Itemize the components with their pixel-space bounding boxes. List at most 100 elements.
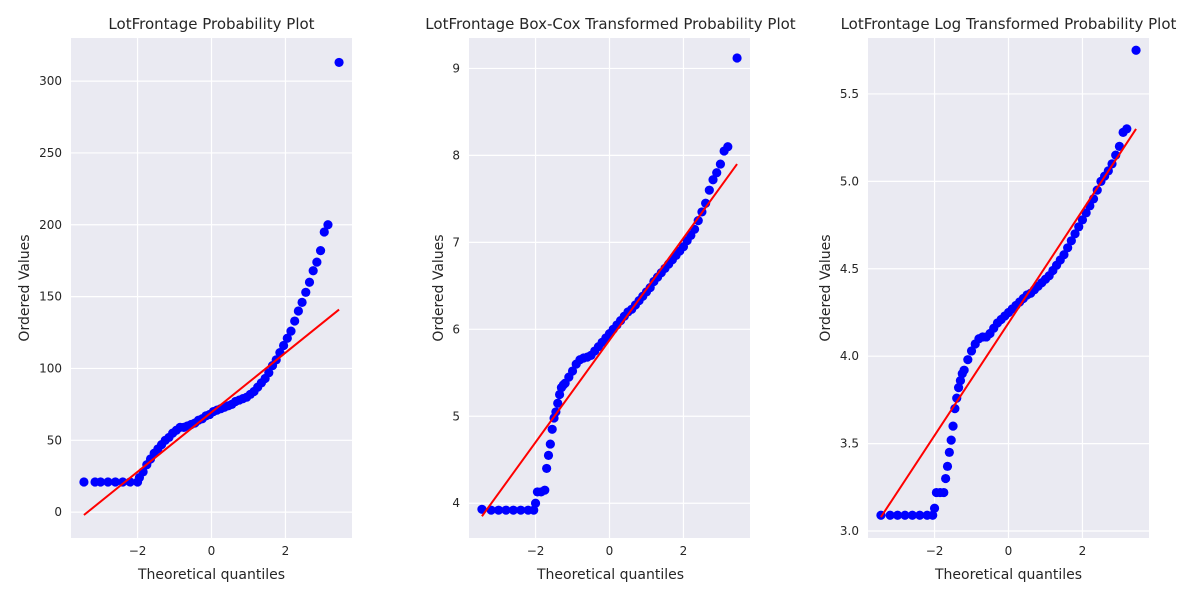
y-tick-label: 150 (39, 290, 62, 304)
data-point (963, 355, 973, 365)
panel-title: LotFrontage Box-Cox Transformed Probabil… (425, 15, 796, 33)
x-axis-label: Theoretical quantiles (934, 567, 1082, 583)
data-point (508, 505, 518, 515)
data-point (493, 505, 504, 515)
x-tick-label: −2 (926, 544, 944, 558)
panel-title: LotFrontage Log Transformed Probability … (841, 15, 1177, 33)
data-point (966, 346, 977, 356)
data-point (955, 376, 966, 386)
y-axis-label: Ordered Values (17, 234, 33, 341)
x-tick-label: 0 (208, 544, 216, 558)
y-tick-label: 200 (39, 218, 62, 232)
y-tick-label: 5.0 (840, 174, 859, 188)
data-point (1066, 236, 1076, 246)
data-point (516, 505, 526, 515)
data-point (543, 450, 554, 460)
data-point (103, 477, 113, 487)
data-point (1131, 45, 1141, 55)
panel-raw: −2 0 2 0 50 100 150 200 250 300 LotFrontage Proba… (17, 15, 352, 583)
data-point (892, 510, 903, 520)
y-tick-label: 8 (452, 148, 460, 162)
x-tick-label: −2 (129, 544, 147, 558)
data-point (1074, 222, 1084, 232)
data-point (293, 306, 303, 316)
x-axis-label: Theoretical quantiles (536, 567, 684, 583)
data-point (939, 487, 949, 498)
data-point (282, 333, 292, 343)
data-point (1070, 229, 1080, 239)
y-tick-label: 300 (39, 74, 62, 88)
x-axis-label: Theoretical quantiles (137, 567, 285, 583)
data-point (929, 503, 940, 513)
fit-line (83, 308, 340, 516)
data-point (290, 316, 300, 326)
data-point (946, 435, 956, 445)
data-point (319, 227, 329, 237)
panel-log: −2 0 2 3.0 3.5 4.0 4.5 5.0 5.5 LotFrontage Log T… (818, 15, 1177, 583)
y-tick-label: 250 (39, 146, 62, 160)
data-point (542, 463, 552, 474)
data-point (712, 168, 722, 178)
data-point (915, 510, 925, 520)
data-point (308, 266, 318, 276)
data-point (928, 510, 938, 520)
data-point (304, 277, 315, 287)
data-point (959, 365, 969, 375)
data-point (79, 477, 89, 487)
x-tick-label: 2 (680, 544, 688, 558)
data-point (95, 477, 106, 487)
panel-boxcox: −2 0 2 4 5 6 7 8 9 LotFrontage Box-Cox Transform… (425, 15, 796, 583)
fit-line (880, 128, 1137, 518)
data-point (297, 297, 307, 307)
data-point (278, 340, 289, 351)
data-point (547, 424, 557, 434)
data-point (1122, 124, 1132, 134)
data-point (952, 393, 962, 403)
data-point (941, 473, 951, 484)
data-point (530, 498, 541, 508)
y-tick-label: 7 (452, 235, 460, 249)
fit-line (481, 163, 738, 517)
data-point (885, 510, 895, 520)
x-tick-label: 0 (1005, 544, 1013, 558)
y-tick-label: 4.0 (840, 349, 859, 363)
data-point (334, 57, 344, 68)
data-point (944, 447, 954, 457)
data-point (1114, 141, 1125, 151)
data-point (1059, 250, 1069, 260)
y-tick-label: 9 (452, 61, 460, 75)
data-point (286, 326, 296, 336)
data-point (693, 216, 703, 226)
data-point (723, 142, 733, 152)
panel-title: LotFrontage Probability Plot (108, 15, 314, 33)
data-point (315, 246, 326, 256)
data-point (264, 368, 274, 378)
data-point (715, 159, 726, 169)
data-point (553, 398, 563, 408)
data-point (501, 505, 511, 515)
data-point (110, 477, 120, 487)
x-tick-label: −2 (527, 544, 545, 558)
y-tick-label: 50 (47, 433, 62, 447)
y-tick-label: 5 (452, 409, 460, 423)
data-point (1063, 243, 1073, 253)
data-point (118, 477, 128, 487)
data-point (301, 287, 311, 297)
data-point (554, 389, 565, 400)
y-tick-label: 5.5 (840, 87, 859, 101)
x-tick-label: 2 (1079, 544, 1087, 558)
y-tick-label: 6 (452, 322, 460, 336)
y-tick-label: 4.5 (840, 262, 859, 276)
y-axis-label: Ordered Values (818, 234, 834, 341)
data-point (704, 185, 714, 195)
y-axis-label: Ordered Values (431, 234, 447, 341)
data-point (323, 220, 333, 230)
data-point (1081, 208, 1091, 218)
data-point (529, 505, 539, 515)
data-point (708, 175, 718, 185)
data-point (545, 439, 555, 449)
x-tick-label: 2 (282, 544, 290, 558)
data-point (567, 366, 578, 376)
data-point (540, 485, 550, 495)
